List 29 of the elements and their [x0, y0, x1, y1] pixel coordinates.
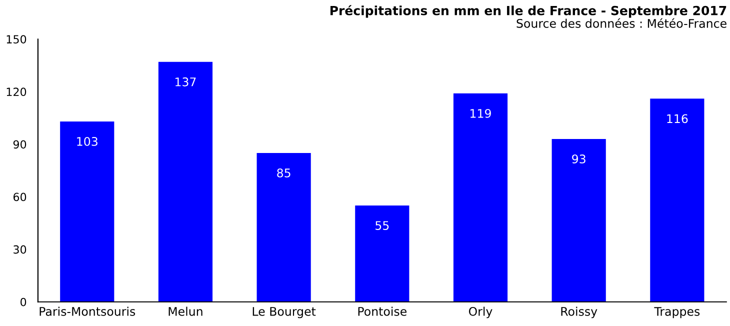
bar: [256, 152, 311, 302]
chart-title: Précipitations en mm en Ile de France - Septembre 2017: [330, 5, 726, 18]
data-label: 103: [77, 136, 98, 146]
y-tick-label: 30: [14, 245, 26, 254]
y-tick-label: 0: [20, 298, 26, 306]
x-tick-label: Le Bourget: [252, 307, 316, 318]
bar: [60, 121, 114, 302]
x-tick-label: Orly: [468, 306, 492, 318]
bar: [552, 138, 606, 302]
x-tick-label: Paris-Montsouris: [40, 306, 136, 316]
y-tick-label: 150: [6, 35, 26, 44]
bar: [158, 62, 213, 302]
bar: [650, 98, 704, 302]
data-label: 93: [572, 154, 586, 164]
data-label: 137: [176, 77, 196, 86]
y-tick-label: 120: [6, 88, 26, 96]
chart-subtitle: Source des données : Météo-France: [516, 18, 726, 28]
x-tick-label: Trappes: [654, 307, 700, 318]
x-tick-label: Roissy: [561, 306, 598, 318]
x-tick-label: Pontoise: [358, 306, 406, 316]
y-tick-label: 60: [13, 192, 26, 202]
data-label: 116: [667, 114, 688, 124]
data-label: 119: [470, 108, 491, 118]
bar: [453, 93, 508, 302]
data-label: 55: [376, 221, 389, 230]
data-label: 85: [277, 168, 290, 178]
bar: [355, 206, 410, 302]
y-tick-label: 90: [13, 140, 26, 149]
x-tick-label: Melun: [168, 306, 202, 316]
